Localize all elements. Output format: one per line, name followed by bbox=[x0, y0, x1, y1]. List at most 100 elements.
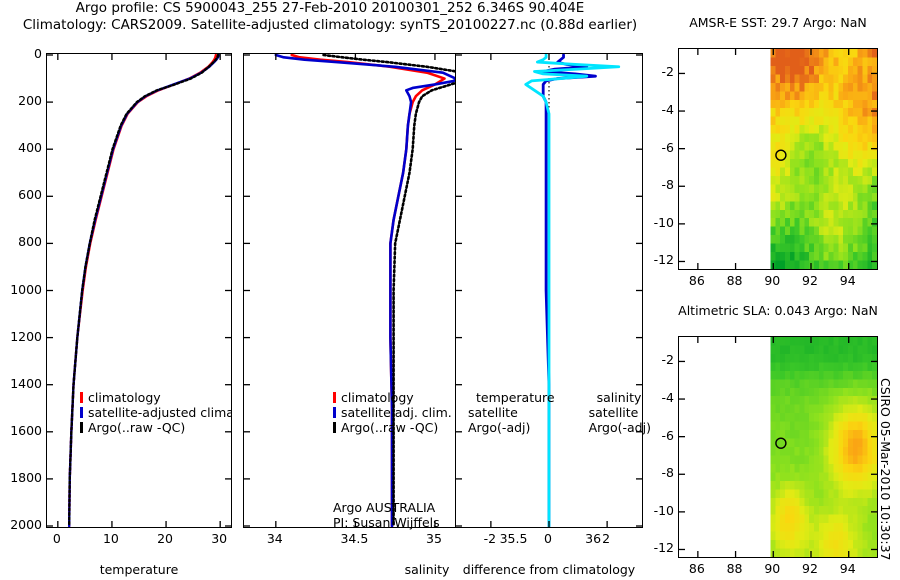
sst-lon-tick-86: 86 bbox=[688, 273, 705, 288]
difference-profile-panel bbox=[455, 53, 643, 528]
legend-label: satellite adj. clim. bbox=[341, 405, 452, 420]
sst-lat-tick--2: -2 bbox=[661, 64, 674, 80]
temperature-axis-label: temperature bbox=[99, 562, 179, 577]
sst-map-title: AMSR-E SST: 29.7 Argo: NaN bbox=[689, 15, 867, 30]
sla-lat-tick--8: -8 bbox=[661, 465, 674, 481]
sla-lat-tick--10: -10 bbox=[653, 502, 674, 518]
salinity-legend-item: climatology bbox=[333, 390, 452, 405]
difference-legend: temperature satellite Argo(-adj) salinity sa… bbox=[468, 390, 651, 435]
sst-lon-tick-94: 94 bbox=[839, 273, 856, 288]
sla-heatmap bbox=[679, 337, 877, 557]
temperature-legend-item: satellite-adjusted climatology bbox=[80, 405, 232, 420]
sst-lat-tick--10: -10 bbox=[653, 214, 674, 230]
temperature-tick-10: 10 bbox=[102, 531, 119, 546]
figure-title: Argo profile: CS 5900043_255 27-Feb-2010… bbox=[0, 0, 660, 34]
temperature-plot-area bbox=[47, 54, 231, 527]
temperature-tick-30: 30 bbox=[211, 531, 228, 546]
sst-lat-tick--6: -6 bbox=[661, 139, 674, 155]
figure-title-line2: Climatology: CARS2009. Satellite-adjuste… bbox=[22, 17, 638, 33]
sla-lat-tick--4: -4 bbox=[661, 390, 674, 406]
sst-heatmap bbox=[679, 49, 877, 269]
salinity-tick-34.5: 34.5 bbox=[340, 531, 369, 546]
sst-lon-tick-92: 92 bbox=[802, 273, 818, 288]
temperature-curves bbox=[47, 54, 231, 527]
difference-legend-item: satellite bbox=[589, 405, 651, 420]
sla-lon-tick-92: 92 bbox=[802, 561, 818, 576]
difference-plot-area bbox=[456, 54, 642, 527]
sla-lon-tick-90: 90 bbox=[764, 561, 781, 576]
depth-tick-2000: 2000 bbox=[10, 517, 42, 532]
difference-legend-column: temperature satellite Argo(-adj) bbox=[468, 390, 555, 435]
depth-tick-800: 800 bbox=[18, 234, 42, 250]
salinity-tick-35: 35 bbox=[426, 531, 442, 546]
sst-lon-tick-90: 90 bbox=[764, 273, 781, 288]
temperature-legend-item: Argo(..raw -QC) bbox=[80, 420, 232, 435]
difference-tick--2: -2 bbox=[483, 531, 497, 546]
legend-swatch-icon bbox=[80, 407, 83, 418]
difference-legend-header: temperature bbox=[476, 390, 555, 405]
depth-tick-200: 200 bbox=[18, 93, 42, 109]
legend-label: satellite bbox=[588, 405, 639, 420]
legend-label: climatology bbox=[88, 390, 161, 405]
legend-swatch-icon bbox=[80, 392, 83, 403]
legend-label: Argo(..raw -QC) bbox=[88, 420, 186, 435]
salinity-legend-item: Argo(..raw -QC) bbox=[333, 420, 452, 435]
legend-label: Argo(..raw -QC) bbox=[341, 420, 439, 435]
difference-axis-label: difference from climatology bbox=[462, 562, 636, 577]
sst-lat-tick--8: -8 bbox=[661, 177, 674, 193]
temperature-profile-panel bbox=[46, 53, 232, 528]
legend-swatch-icon bbox=[333, 422, 336, 433]
difference-legend-item: Argo(-adj) bbox=[468, 420, 555, 435]
difference-legend-item: Argo(-adj) bbox=[589, 420, 651, 435]
difference-tick-2: 2 bbox=[602, 531, 611, 546]
temperature-tick-0: 0 bbox=[52, 531, 61, 546]
salinity-legend: climatology satellite adj. clim. Argo(..ra… bbox=[333, 390, 452, 435]
difference-tick-0: 0 bbox=[544, 531, 552, 546]
sla-lon-tick-94: 94 bbox=[839, 561, 856, 576]
legend-label: Argo(-adj) bbox=[468, 420, 531, 435]
salinity-axis-label: salinity bbox=[404, 562, 450, 577]
salinity-tick-34: 34 bbox=[266, 531, 283, 546]
credit-pi: PI: Susan Wijffels bbox=[333, 515, 440, 530]
temperature-legend-item: climatology bbox=[80, 390, 232, 405]
sla-lat-tick--12: -12 bbox=[653, 540, 674, 556]
legend-swatch-icon bbox=[80, 422, 83, 433]
difference-legend-item: satellite bbox=[468, 405, 555, 420]
sla-lat-tick--6: -6 bbox=[661, 427, 674, 443]
sst-map-panel bbox=[678, 48, 878, 270]
depth-tick-1400: 1400 bbox=[10, 375, 42, 391]
legend-label: satellite bbox=[468, 405, 518, 420]
legend-label: Argo(-adj) bbox=[588, 420, 651, 435]
sla-map-area bbox=[679, 337, 877, 557]
difference-curves bbox=[456, 54, 642, 527]
salinity-tick-36: 36 bbox=[585, 531, 602, 546]
temperature-tick-20: 20 bbox=[157, 531, 173, 546]
depth-tick-1000: 1000 bbox=[10, 281, 42, 297]
legend-label: satellite-adjusted climatology bbox=[88, 405, 232, 420]
salinity-tick-35.5: 35.5 bbox=[499, 531, 528, 546]
credit-block: Argo AUSTRALIA PI: Susan Wijffels bbox=[333, 500, 440, 530]
sla-lon-tick-88: 88 bbox=[726, 561, 743, 576]
figure-title-line1: Argo profile: CS 5900043_255 27-Feb-2010… bbox=[75, 0, 585, 16]
depth-tick-1600: 1600 bbox=[10, 422, 42, 438]
sst-map-area bbox=[679, 49, 877, 269]
depth-tick-1800: 1800 bbox=[10, 469, 42, 485]
depth-tick-400: 400 bbox=[18, 140, 42, 156]
sla-map-title: Altimetric SLA: 0.043 Argo: NaN bbox=[678, 303, 878, 318]
legend-label: climatology bbox=[341, 390, 414, 405]
sst-lat-tick--4: -4 bbox=[661, 102, 674, 118]
sst-lon-tick-88: 88 bbox=[726, 273, 743, 288]
depth-tick-600: 600 bbox=[18, 187, 42, 203]
salinity-legend-item: satellite adj. clim. bbox=[333, 405, 452, 420]
legend-swatch-icon bbox=[333, 392, 336, 403]
sla-lon-tick-86: 86 bbox=[688, 561, 705, 576]
depth-tick-0: 0 bbox=[34, 46, 42, 61]
difference-legend-column: salinity satellite Argo(-adj) bbox=[589, 390, 651, 435]
sst-lat-tick--12: -12 bbox=[653, 252, 674, 268]
depth-tick-1200: 1200 bbox=[10, 328, 42, 344]
csiro-timestamp: CSIRO 05-Mar-2010 10:30:37 bbox=[878, 378, 893, 561]
difference-legend-header: salinity bbox=[596, 390, 642, 405]
sla-lat-tick--2: -2 bbox=[661, 352, 674, 368]
sla-map-panel bbox=[678, 336, 878, 558]
